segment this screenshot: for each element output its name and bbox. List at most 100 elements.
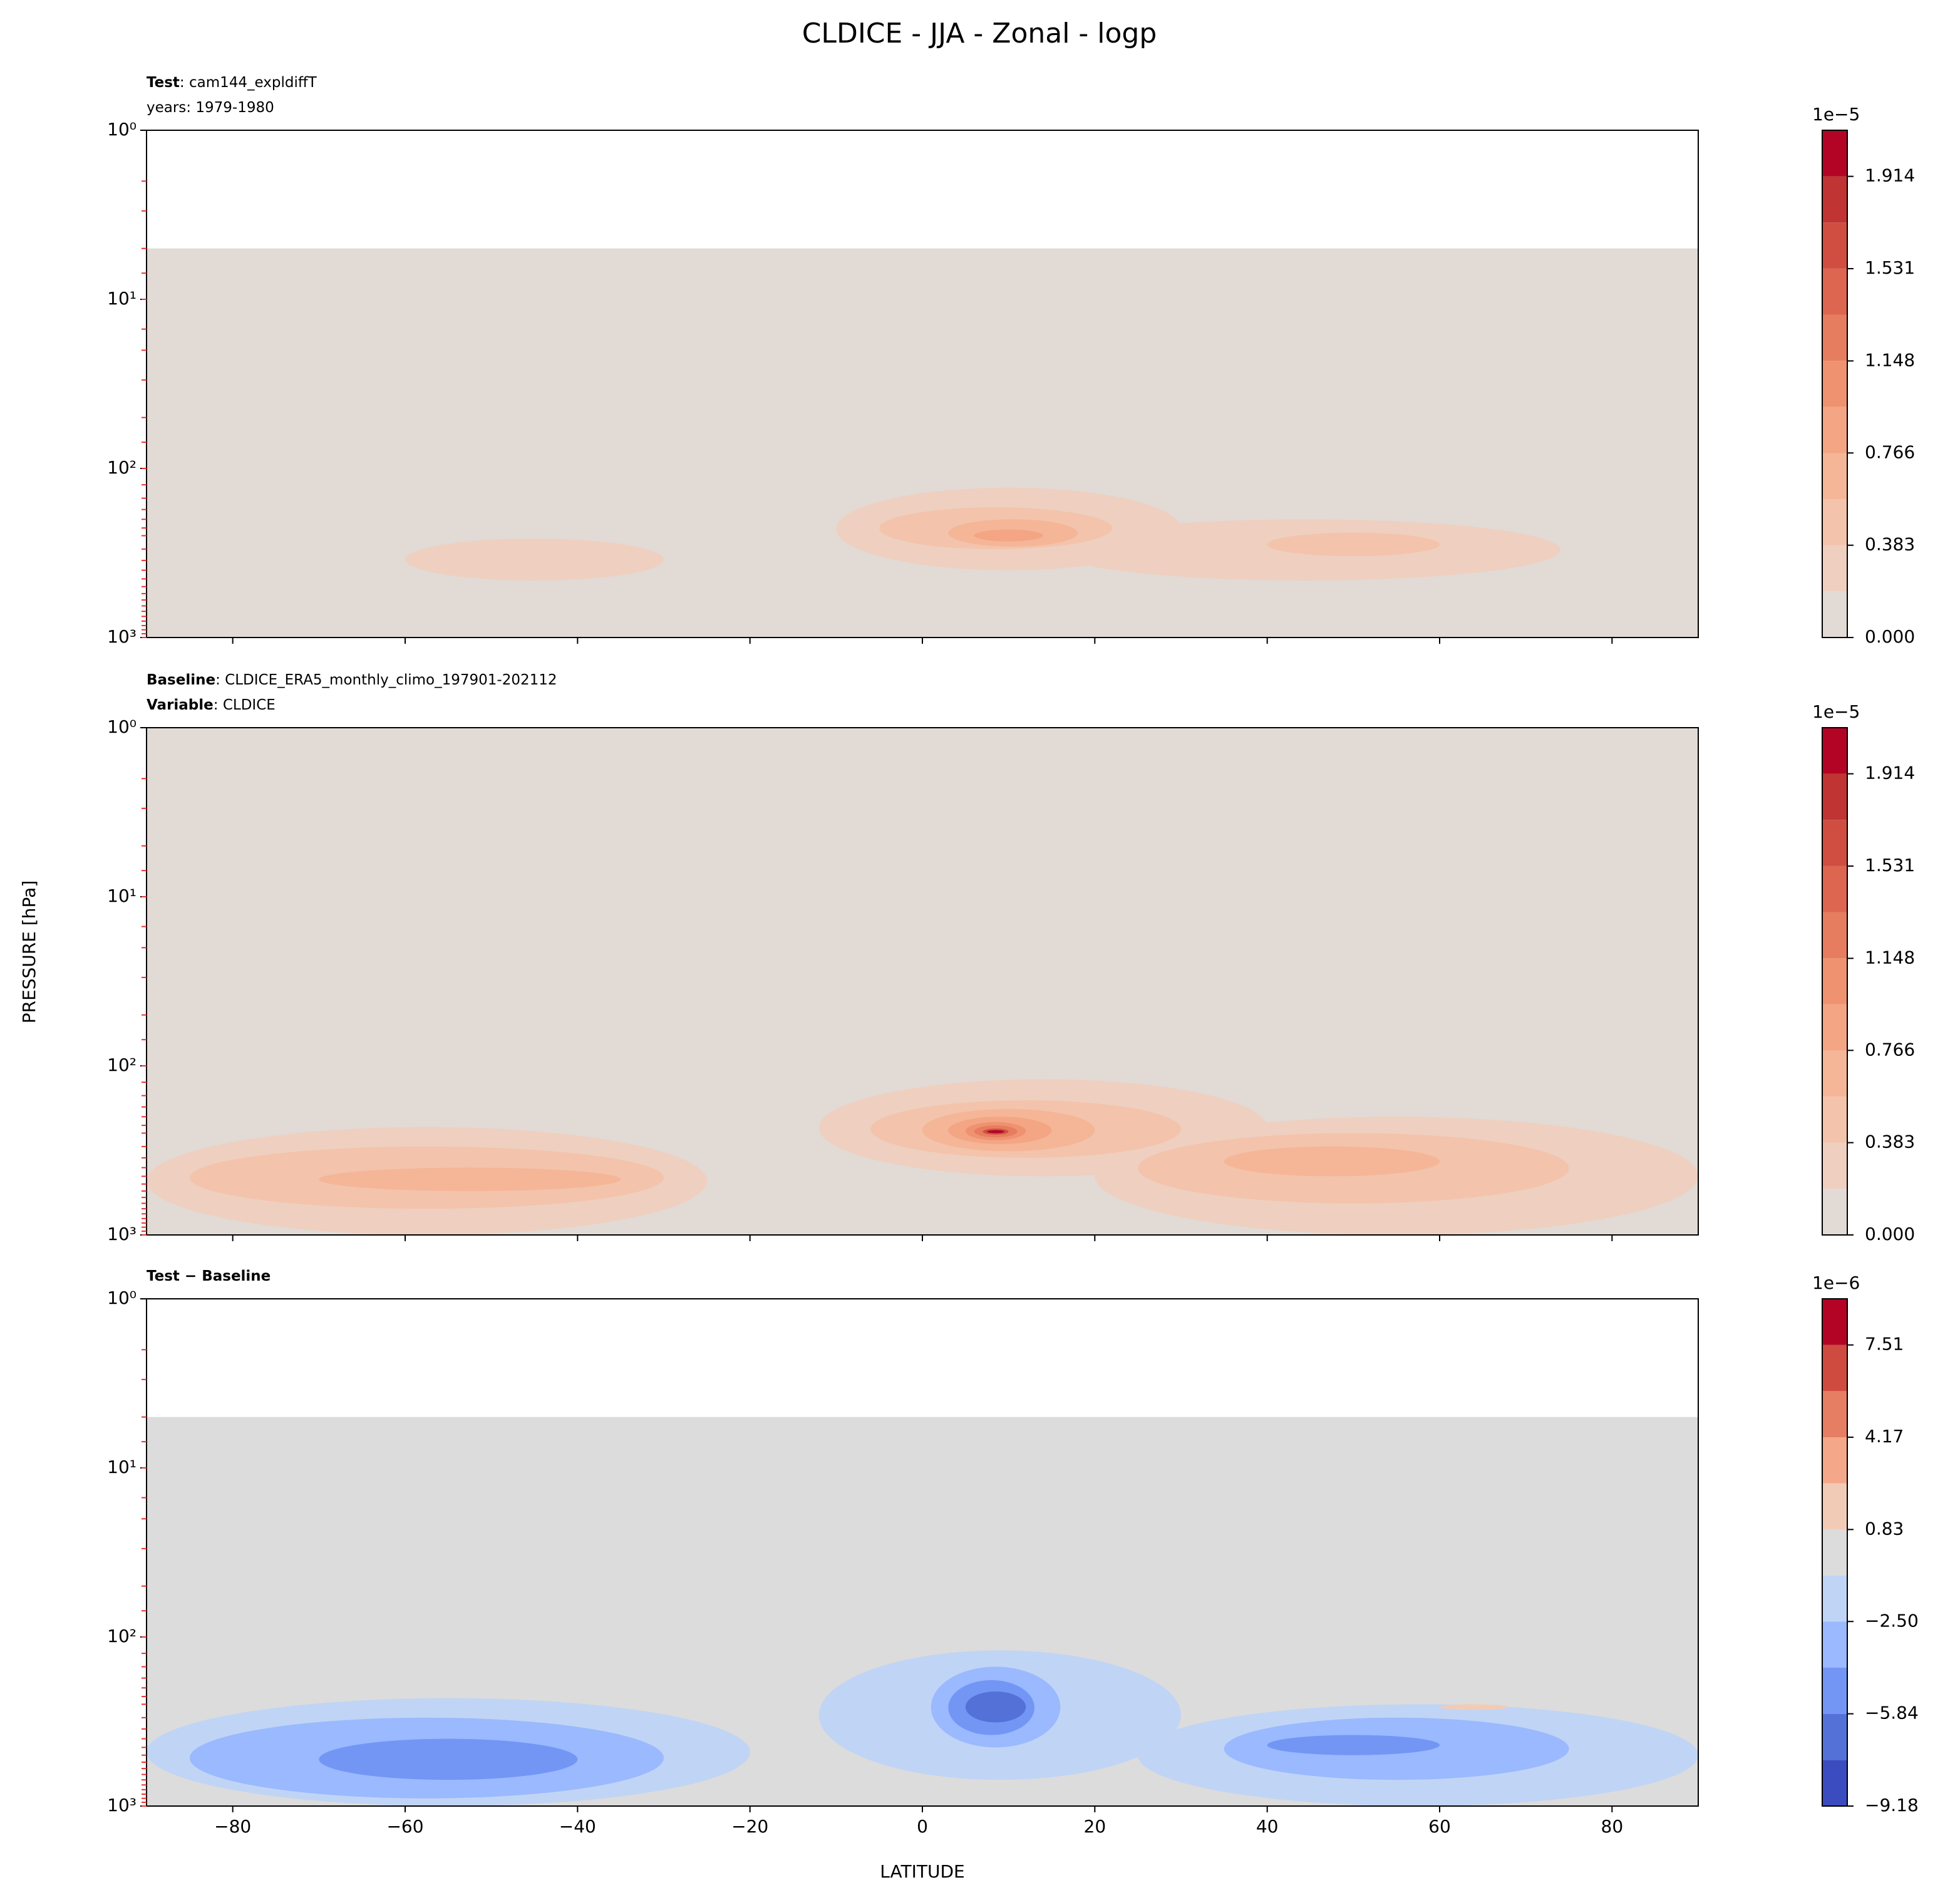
contour-region [965, 1691, 1026, 1723]
subtitle-bold: Baseline [147, 672, 215, 688]
subtitle-bold: Test − Baseline [147, 1268, 271, 1284]
contour-region [405, 539, 664, 581]
y-axis-label: PRESSURE [hPa] [19, 880, 39, 1024]
colorbar-band [1822, 130, 1847, 177]
x-tick-label: −40 [559, 1816, 596, 1837]
plot-area [147, 728, 1698, 1235]
panel-subtitle: Test − Baseline [147, 1268, 271, 1284]
contour-region [319, 1167, 621, 1191]
colorbar-band [1822, 176, 1847, 223]
colorbar-tick-label: 0.83 [1865, 1518, 1904, 1539]
colorbar-band [1822, 1189, 1847, 1235]
contour-region [987, 1130, 1004, 1133]
x-tick-label: 40 [1256, 1816, 1279, 1837]
x-tick-label: 20 [1084, 1816, 1106, 1837]
colorbar-tick-label: −9.18 [1865, 1795, 1919, 1815]
contour-region [319, 1738, 578, 1780]
colorbar-band [1822, 1621, 1847, 1668]
colorbar-band [1822, 1299, 1847, 1345]
colorbar-tick-label: 0.000 [1865, 626, 1915, 647]
panel-subtitle: Test: cam144_expldiffT [147, 75, 317, 91]
colorbar-band [1822, 1575, 1847, 1622]
panel-subtitle: years: 1979-1980 [147, 100, 274, 116]
colorbar-tick-label: 1.914 [1865, 763, 1915, 783]
colorbar-band [1822, 912, 1847, 959]
colorbar-frame [1822, 727, 1848, 1236]
contour-region [1440, 1704, 1509, 1710]
colorbar-band [1822, 728, 1847, 774]
plot-area [147, 248, 1698, 638]
colorbar-tick-label: 0.766 [1865, 1039, 1915, 1060]
x-tick-label: −20 [731, 1816, 768, 1837]
plot-area [147, 1417, 1698, 1806]
y-tick-label: 10¹ [107, 1457, 137, 1477]
colorbar-band [1822, 1483, 1847, 1530]
y-tick-label: 10⁰ [107, 1288, 137, 1308]
colorbar-tick-label: −2.50 [1865, 1610, 1919, 1631]
colorbar-band [1822, 1529, 1847, 1576]
panel-subtitle: Variable: CLDICE [147, 697, 276, 713]
colorbar-band [1822, 406, 1847, 453]
figure-title: CLDICE - JJA - Zonal - logp [802, 18, 1157, 49]
panel-subtitle: Baseline: CLDICE_ERA5_monthly_climo_1979… [147, 672, 557, 688]
colorbar-band [1822, 1345, 1847, 1391]
colorbar-frame [1822, 1298, 1848, 1807]
colorbar-offset: 1e−6 [1812, 1273, 1860, 1293]
x-tick-label: −80 [214, 1816, 251, 1837]
y-tick-label: 10³ [107, 1795, 137, 1815]
colorbar-tick-label: 0.383 [1865, 1132, 1915, 1152]
colorbar-tick-label: 1.148 [1865, 349, 1915, 370]
field-background [147, 248, 1698, 638]
y-tick-label: 10¹ [107, 885, 137, 906]
colorbar-band [1822, 1667, 1847, 1714]
colorbar-band [1822, 1713, 1847, 1760]
y-tick-label: 10² [107, 1055, 137, 1075]
subtitle-bold: Variable [147, 697, 214, 713]
colorbar-band [1822, 591, 1847, 638]
y-tick-label: 10¹ [107, 288, 137, 309]
y-tick-label: 10³ [107, 626, 137, 647]
x-axis-label: LATITUDE [880, 1861, 964, 1882]
contour-region [1224, 1146, 1440, 1177]
colorbar-band [1822, 1142, 1847, 1189]
colorbar-band [1822, 222, 1847, 269]
colorbar-tick-label: 1.531 [1865, 257, 1915, 278]
colorbar-band [1822, 499, 1847, 545]
colorbar-tick-label: 4.17 [1865, 1426, 1904, 1447]
x-tick-label: 60 [1428, 1816, 1451, 1837]
subtitle-text: : CLDICE [214, 697, 276, 713]
subtitle-text: : cam144_expldiffT [180, 75, 317, 91]
colorbar-tick-label: 1.531 [1865, 855, 1915, 875]
x-tick-label: 80 [1601, 1816, 1624, 1837]
contour-region [1267, 1735, 1440, 1755]
colorbar-tick-label: 1.148 [1865, 947, 1915, 968]
colorbar-tick-label: −5.84 [1865, 1703, 1919, 1723]
subtitle-bold: Test [147, 75, 180, 91]
y-tick-label: 10² [107, 457, 137, 478]
colorbar-offset: 1e−5 [1812, 104, 1860, 125]
colorbar-tick-label: 0.766 [1865, 441, 1915, 462]
colorbar-band [1822, 820, 1847, 866]
colorbar-tick-label: 0.383 [1865, 534, 1915, 555]
colorbar-offset: 1e−5 [1812, 701, 1860, 722]
colorbar-band [1822, 314, 1847, 361]
x-tick-label: −60 [386, 1816, 423, 1837]
colorbar-band [1822, 1097, 1847, 1143]
colorbar-tick-label: 1.914 [1865, 165, 1915, 186]
subtitle-text: : CLDICE_ERA5_monthly_climo_197901-20211… [215, 672, 557, 688]
colorbar-band [1822, 773, 1847, 820]
y-tick-label: 10² [107, 1626, 137, 1646]
x-tick-label: 0 [917, 1816, 928, 1837]
colorbar-band [1822, 268, 1847, 315]
colorbar-band [1822, 1050, 1847, 1097]
y-tick-label: 10⁰ [107, 119, 137, 140]
subtitle-text: years: 1979-1980 [147, 100, 274, 116]
colorbar-band [1822, 865, 1847, 912]
colorbar-band [1822, 1760, 1847, 1806]
colorbar-band [1822, 1391, 1847, 1438]
y-tick-label: 10⁰ [107, 716, 137, 737]
contour-region [1267, 532, 1440, 556]
colorbar-band [1822, 361, 1847, 407]
